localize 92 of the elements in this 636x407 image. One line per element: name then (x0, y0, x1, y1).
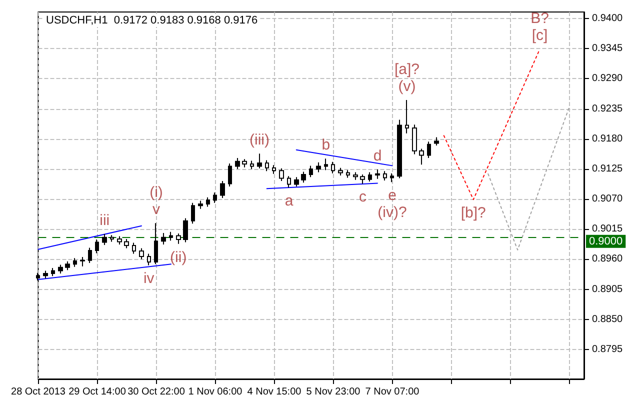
candlestick (124, 238, 129, 249)
ref-line-label: 0.9000 (589, 235, 623, 248)
candlestick (331, 161, 335, 174)
candlestick (161, 232, 166, 245)
candlestick (58, 264, 63, 274)
annotation: v (152, 201, 160, 218)
candlestick (353, 172, 358, 180)
x-tick-label: 7 Nov 07:00 (365, 386, 420, 398)
candlestick (338, 167, 343, 176)
candlestick (235, 158, 240, 170)
chart-title: USDCHF,H1 0.9172 0.9183 0.9168 0.9176 (46, 14, 258, 26)
y-tick-label: 0.9125 (592, 163, 624, 174)
annotation: d (373, 148, 382, 165)
y-tick-label: 0.9015 (592, 224, 624, 235)
candlestick (43, 270, 48, 279)
x-tick-label: 5 Nov 23:00 (306, 386, 361, 398)
candlestick (287, 176, 291, 188)
candlestick (147, 253, 151, 266)
candlestick (360, 174, 365, 184)
candlestick (198, 200, 203, 210)
candlestick (250, 160, 254, 170)
candlestick (301, 171, 306, 184)
candlestick (191, 202, 195, 224)
annotation: (i) (150, 184, 163, 202)
candlestick (412, 124, 417, 155)
candlestick (80, 256, 85, 267)
y-tick-label: 0.9400 (592, 13, 624, 24)
candlestick (73, 258, 77, 268)
candlestick (110, 234, 114, 242)
candlestick (346, 170, 350, 178)
candlestick (176, 233, 181, 244)
candlestick (272, 164, 276, 174)
annotation: (iv)? (378, 204, 407, 222)
candlestick (213, 192, 217, 204)
y-tick-label: 0.8960 (592, 254, 624, 265)
annotation: [b]? (460, 204, 486, 222)
candlestick (390, 172, 394, 183)
candlestick (220, 180, 225, 198)
candlestick (154, 222, 158, 265)
annotation: c (358, 188, 367, 206)
candlestick (383, 170, 387, 181)
candlestick (434, 136, 439, 146)
candlestick (397, 119, 402, 179)
annotation: b (322, 136, 330, 154)
annotation: (iii) (249, 132, 270, 149)
candlestick (265, 160, 269, 172)
candlestick (132, 242, 136, 254)
annotation: (v) (398, 78, 416, 96)
x-tick-label: 4 Nov 15:00 (247, 386, 302, 398)
y-tick-label: 0.9235 (592, 103, 624, 114)
candlestick (51, 267, 55, 277)
candlestick (368, 172, 372, 182)
candlestick (375, 169, 380, 180)
annotation: iii (100, 212, 110, 230)
y-tick-label: 0.8905 (592, 284, 624, 295)
y-tick-label: 0.8795 (592, 344, 624, 355)
candlestick (405, 100, 409, 134)
candlestick (242, 158, 247, 168)
candlestick (419, 148, 424, 166)
candlestick (88, 247, 92, 264)
candlestick (257, 153, 262, 169)
x-tick-label: 1 Nov 06:00 (188, 386, 243, 398)
annotation: iv (143, 270, 155, 288)
candlestick (95, 239, 99, 254)
candlestick (183, 218, 188, 243)
candlestick (117, 236, 122, 245)
x-tick-label: 28 Oct 2013 (11, 386, 66, 398)
y-tick-label: 0.9070 (592, 194, 624, 205)
annotation: [c] (532, 27, 548, 44)
candlestick (279, 168, 284, 182)
annotation: [a]? (394, 61, 420, 78)
x-tick-label: 30 Oct 22:00 (128, 386, 186, 398)
candlestick (309, 165, 313, 178)
y-tick-label: 0.9180 (592, 133, 624, 144)
candlestick (228, 163, 232, 187)
x-tick-label: 29 Oct 14:00 (68, 386, 126, 398)
candlestick (427, 141, 431, 159)
candlestick (65, 260, 70, 271)
candlestick (139, 248, 144, 260)
candlestick (169, 231, 173, 242)
candlestick (316, 162, 321, 173)
y-tick-label: 0.9345 (592, 43, 624, 54)
candlestick (206, 196, 210, 208)
annotation: (ii) (170, 248, 187, 266)
candlestick (324, 158, 328, 171)
y-tick-label: 0.8850 (592, 314, 624, 325)
annotation: e (388, 187, 396, 204)
candlestick (294, 176, 299, 187)
y-tick-label: 0.9290 (592, 73, 624, 84)
annotation: a (284, 192, 294, 210)
candlestick (102, 234, 107, 246)
annotation: B? (530, 10, 549, 28)
